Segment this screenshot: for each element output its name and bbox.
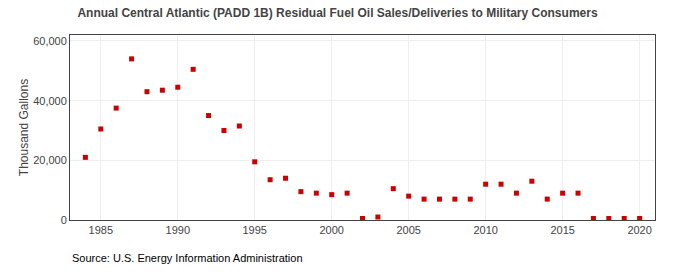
svg-text:2010: 2010 [473, 224, 497, 236]
svg-text:1995: 1995 [242, 224, 266, 236]
svg-text:40,000: 40,000 [33, 95, 67, 107]
svg-text:1985: 1985 [89, 224, 113, 236]
svg-text:0: 0 [61, 214, 67, 226]
svg-text:2020: 2020 [627, 224, 651, 236]
svg-text:20,000: 20,000 [33, 154, 67, 166]
svg-text:1990: 1990 [166, 224, 190, 236]
svg-text:2005: 2005 [396, 224, 420, 236]
svg-text:Source: U.S. Energy Informatio: Source: U.S. Energy Information Administ… [72, 252, 303, 264]
svg-text:2000: 2000 [319, 224, 343, 236]
svg-text:2015: 2015 [550, 224, 574, 236]
svg-text:60,000: 60,000 [33, 35, 67, 47]
svg-text:Thousand Gallons: Thousand Gallons [17, 79, 31, 176]
svg-text:Annual Central Atlantic (PADD: Annual Central Atlantic (PADD 1B) Residu… [77, 6, 597, 20]
